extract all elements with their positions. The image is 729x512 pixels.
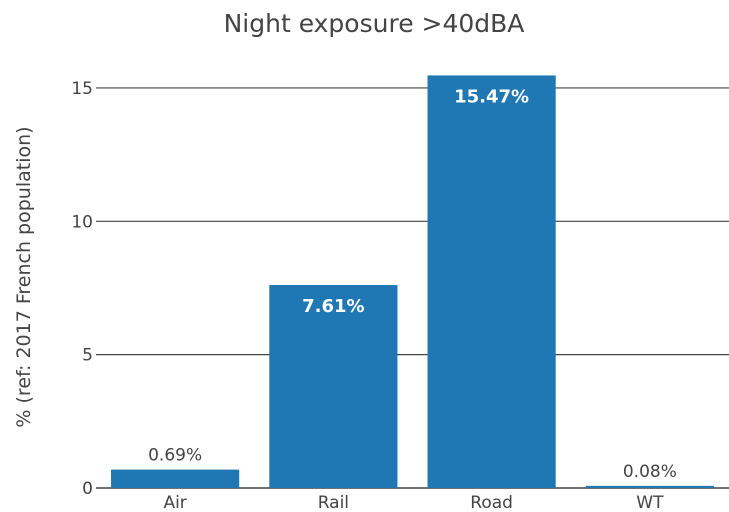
y-axis-label: % (ref: 2017 French population) xyxy=(13,126,35,427)
y-tick-labels: 0 5 10 15 xyxy=(71,79,93,499)
chart-title: Night exposure >40dBA xyxy=(224,9,525,38)
data-labels: 0.69% 7.61% 15.47% 0.08% xyxy=(148,86,677,481)
y-tick-label: 5 xyxy=(82,346,93,366)
data-label-rail: 7.61% xyxy=(302,296,364,317)
y-tick-label: 10 xyxy=(71,212,93,232)
y-tick-label: 0 xyxy=(82,479,93,499)
bar-wt xyxy=(585,485,714,488)
x-tick-labels: Air Rail Road WT xyxy=(163,493,664,512)
bars xyxy=(111,75,714,488)
data-label-wt: 0.08% xyxy=(623,462,677,482)
bar-road xyxy=(427,75,556,488)
y-tick-label: 15 xyxy=(71,79,93,99)
bar-air xyxy=(111,469,240,488)
x-tick-label: WT xyxy=(636,493,664,512)
x-tick-label: Road xyxy=(470,493,513,512)
data-label-air: 0.69% xyxy=(148,446,202,466)
x-tick-label: Air xyxy=(163,493,186,512)
bar-rail xyxy=(269,285,398,488)
data-label-road: 15.47% xyxy=(454,86,529,107)
x-tick-label: Rail xyxy=(318,493,349,512)
gridlines xyxy=(96,87,729,489)
